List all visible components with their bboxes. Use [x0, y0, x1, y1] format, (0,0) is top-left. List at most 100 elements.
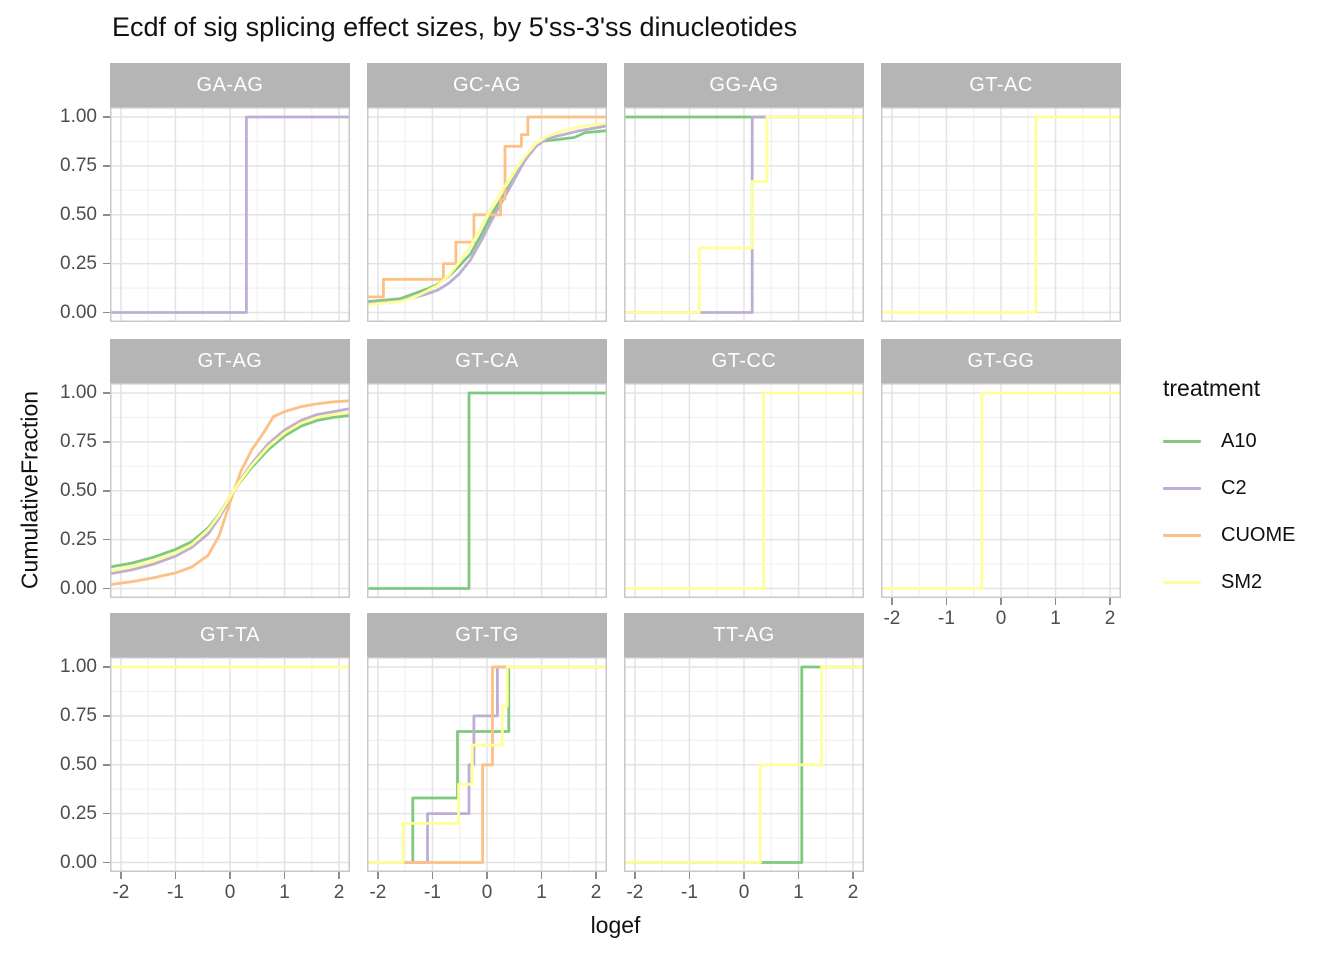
y-tick-label: 0.50: [60, 203, 97, 225]
x-tick-mark: [688, 872, 691, 879]
x-tick-label: 0: [738, 882, 750, 903]
facet-panel-tt-ag: TT-AG: [624, 613, 864, 872]
legend-item-sm2: SM2: [1163, 567, 1333, 597]
x-tick-mark: [595, 872, 597, 879]
legend-item-label: SM2: [1221, 570, 1263, 593]
facet-strip-label: GT-TA: [200, 623, 260, 646]
x-tick-mark: [743, 872, 745, 879]
legend-item-cuome: CUOME: [1163, 520, 1333, 550]
y-tick-mark: [103, 392, 110, 394]
x-tick-mark: [283, 872, 286, 879]
facet-panel-gt-ag: GT-AG: [110, 339, 350, 598]
y-tick-mark: [103, 715, 110, 717]
x-tick-label: -2: [883, 608, 901, 629]
x-tick-mark: [486, 872, 488, 879]
ecdf-line-c2: [110, 115, 350, 314]
facet-strip-label: GA-AG: [196, 73, 264, 96]
ecdf-line-sm2: [624, 391, 864, 590]
facet-strip: GT-CC: [624, 339, 864, 383]
facet-plot-area: [367, 107, 607, 322]
facet-plot-area: [110, 107, 350, 322]
facet-panel-gt-gg: GT-GG: [881, 339, 1121, 598]
x-tick-mark: [634, 872, 636, 879]
facet-plot-area: [624, 657, 864, 872]
facet-plot-area: [881, 107, 1121, 322]
ecdf-line-sm2: [881, 391, 1121, 590]
x-tick-mark: [120, 872, 122, 879]
facet-panel-gc-ag: GC-AG: [367, 63, 607, 322]
legend-key-line-icon: [1163, 439, 1201, 443]
y-tick-label: 0.25: [60, 802, 97, 824]
y-tick-label: 1.00: [60, 656, 97, 677]
facet-strip: GG-AG: [624, 63, 864, 107]
ecdf-line-a10: [367, 129, 607, 304]
y-tick-mark: [103, 441, 110, 443]
facet-plot-area: [110, 657, 350, 872]
facet-strip: GT-AG: [110, 339, 350, 383]
y-tick-label: 0.25: [60, 252, 97, 274]
ecdf-line-sm2: [881, 115, 1121, 314]
ecdf-line-sm2: [624, 115, 864, 314]
facet-plot-area: [624, 383, 864, 598]
legend-item-label: CUOME: [1221, 523, 1296, 546]
y-tick-mark: [103, 538, 110, 541]
x-tick-mark: [891, 598, 893, 605]
y-tick-label: 0.00: [60, 577, 97, 599]
x-tick-label: -1: [938, 608, 955, 629]
legend-item-a10: A10: [1163, 426, 1333, 456]
facet-panel-gg-ag: GG-AG: [624, 63, 864, 322]
x-tick-mark: [540, 872, 543, 879]
ecdf-line-cuome: [110, 399, 350, 586]
legend-title: treatment: [1163, 375, 1261, 401]
facet-panel-gt-ta: GT-TA: [110, 613, 350, 872]
y-tick-label: 1.00: [60, 382, 97, 403]
y-tick-label: 0.75: [60, 430, 97, 452]
x-tick-label: 2: [333, 882, 345, 903]
ecdf-line-sm2: [367, 121, 607, 307]
x-tick-label: -2: [626, 882, 644, 903]
legend-item-c2: C2: [1163, 473, 1333, 503]
y-tick-mark: [103, 666, 110, 668]
y-tick-label: 0.00: [60, 301, 97, 323]
x-tick-mark: [338, 872, 340, 879]
y-tick-label: 0.50: [60, 479, 97, 501]
x-tick-label: 1: [1050, 608, 1061, 629]
facet-strip-label: GT-CC: [711, 349, 777, 372]
y-tick-label: 0.75: [60, 704, 97, 726]
facet-strip-label: GT-TG: [455, 623, 519, 646]
x-tick-label: 1: [279, 882, 290, 903]
x-tick-label: 2: [847, 882, 859, 903]
legend-key-line-icon: [1163, 580, 1201, 584]
facet-strip-label: GT-CA: [455, 349, 519, 372]
facet-plot-area: [367, 657, 607, 872]
legend-key-line-icon: [1163, 486, 1201, 490]
x-tick-mark: [1054, 598, 1057, 605]
facet-strip: TT-AG: [624, 613, 864, 657]
x-tick-label: -2: [112, 882, 130, 903]
facet-strip: GT-TA: [110, 613, 350, 657]
facet-plot-area: [881, 383, 1121, 598]
x-tick-label: 1: [793, 882, 804, 903]
y-tick-mark: [103, 490, 110, 492]
facet-panel-gt-ac: GT-AC: [881, 63, 1121, 322]
y-tick-mark: [103, 116, 110, 118]
x-tick-label: -1: [424, 882, 441, 903]
facet-strip-label: GT-AG: [197, 349, 263, 372]
plot-title: Ecdf of sig splicing effect sizes, by 5'…: [112, 12, 798, 42]
y-tick-label: 0.25: [60, 528, 97, 550]
facet-panel-gt-cc: GT-CC: [624, 339, 864, 598]
ecdf-line-c2: [367, 124, 607, 306]
facet-strip-label: TT-AG: [713, 623, 775, 646]
facet-strip: GA-AG: [110, 63, 350, 107]
x-tick-label: 0: [481, 882, 493, 903]
ecdf-line-sm2: [624, 665, 864, 864]
x-tick-mark: [377, 872, 379, 879]
x-tick-mark: [1000, 598, 1002, 605]
x-tick-label: 2: [590, 882, 602, 903]
x-tick-label: -2: [369, 882, 387, 903]
legend-key-line-icon: [1163, 533, 1201, 537]
y-tick-label: 0.75: [60, 154, 97, 176]
facet-panel-ga-ag: GA-AG: [110, 63, 350, 322]
facet-strip: GT-AC: [881, 63, 1121, 107]
